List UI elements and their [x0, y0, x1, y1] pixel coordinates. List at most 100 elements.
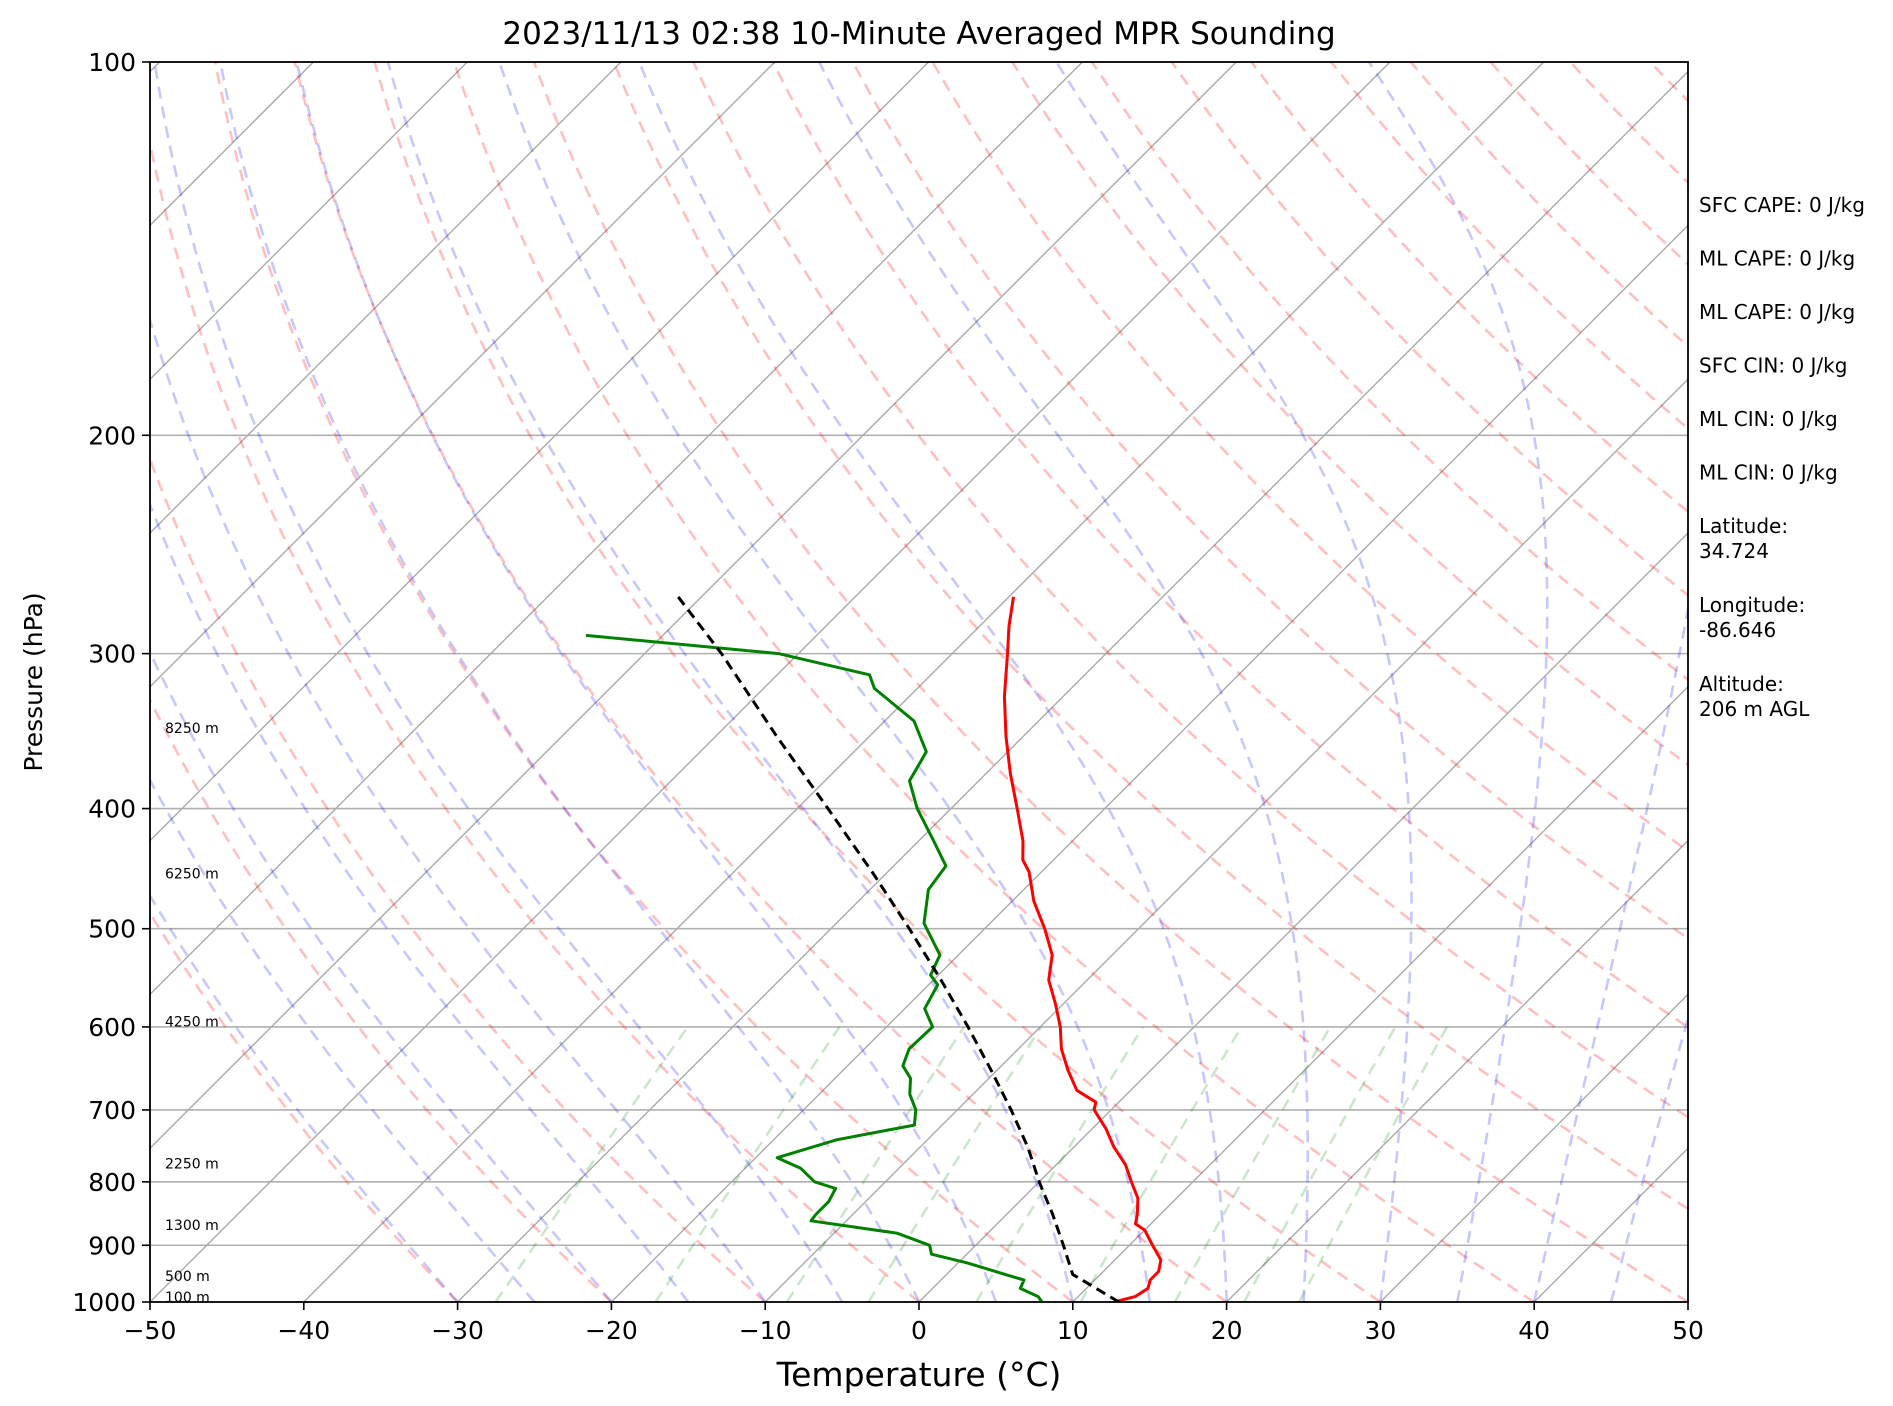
- info-panel-entry: Longitude: -86.646: [1699, 593, 1805, 642]
- x-axis-label: Temperature (°C): [776, 1355, 1062, 1394]
- mixing-ratio-line: [654, 1026, 841, 1302]
- mixing-ratio-line: [867, 1026, 1043, 1302]
- isotherm-line: [150, 62, 1237, 1150]
- isotherm-line: [150, 62, 622, 534]
- y-tick-label: 700: [88, 1096, 136, 1125]
- info-panel-entry: ML CAPE: 0 J/kg: [1699, 300, 1855, 324]
- info-panel-line: ML CAPE: 0 J/kg: [1699, 300, 1855, 324]
- x-tick-label: −50: [124, 1316, 177, 1345]
- y-tick-label: 600: [88, 1013, 136, 1042]
- moist-adiabat-line: [1367, 62, 1549, 1302]
- parcel-path-line: [677, 595, 1120, 1302]
- info-panel-line: 34.724: [1699, 539, 1769, 563]
- info-panel-line: Longitude:: [1699, 593, 1805, 617]
- isotherm-line: [303, 62, 1545, 1302]
- height-label: 4250 m: [165, 1014, 219, 1030]
- moist-adiabat-line: [295, 62, 998, 1302]
- isotherm-line: [150, 62, 1391, 1302]
- dry-adiabat-line: [373, 62, 1382, 1302]
- mixing-ratio-line: [785, 1026, 966, 1302]
- isotherm-line: [918, 532, 1688, 1302]
- dry-adiabat-line: [1330, 62, 1688, 431]
- info-panel-line: SFC CIN: 0 J/kg: [1699, 354, 1847, 378]
- y-tick-label: 300: [88, 640, 136, 669]
- mixing-ratio-line: [494, 1026, 689, 1302]
- dry-adiabat-line: [692, 62, 1688, 1119]
- x-tick-label: 20: [1211, 1316, 1243, 1345]
- dry-adiabat-line: [532, 62, 1688, 1302]
- dry-adiabat-line: [1409, 62, 1688, 348]
- x-tick-label: 0: [911, 1316, 927, 1345]
- isotherm-line: [610, 224, 1688, 1302]
- info-panel-line: -86.646: [1699, 618, 1776, 642]
- mixing-ratio-line: [1173, 1026, 1332, 1302]
- isotherm-line: [457, 70, 1688, 1302]
- x-tick-label: 50: [1672, 1316, 1704, 1345]
- temperature-line: [1002, 596, 1163, 1302]
- y-tick-label: 200: [88, 421, 136, 450]
- plot-frame: [149, 61, 1689, 1303]
- isotherm-line: [1379, 993, 1688, 1302]
- info-panel-line: SFC CAPE: 0 J/kg: [1699, 193, 1865, 217]
- x-tick-label: 10: [1057, 1316, 1089, 1345]
- x-tick-label: −10: [739, 1316, 792, 1345]
- moist-adiabat-line: [386, 62, 1075, 1302]
- info-panel: SFC CAPE: 0 J/kg ML CAPE: 0 J/kg ML CAPE: …: [1699, 193, 1865, 721]
- dry-adiabat-line: [150, 455, 767, 1302]
- x-tick-label: 30: [1364, 1316, 1396, 1345]
- moist-adiabat-line: [150, 501, 690, 1302]
- dry-adiabat-line: [771, 62, 1688, 1029]
- isotherm-line: [1072, 685, 1688, 1302]
- y-tick-label: 500: [88, 915, 136, 944]
- height-label: 6250 m: [165, 866, 219, 882]
- mixing-ratio-line: [1298, 1026, 1449, 1302]
- info-panel-entry: ML CIN: 0 J/kg: [1699, 407, 1838, 431]
- background-lines: [0, 62, 1688, 1302]
- moist-adiabat-line: [150, 893, 459, 1302]
- isotherm-line: [1226, 839, 1688, 1302]
- height-label: 8250 m: [165, 721, 219, 737]
- moist-adiabat-line: [817, 62, 1310, 1302]
- info-panel-line: ML CIN: 0 J/kg: [1699, 461, 1838, 485]
- moist-adiabat-line: [153, 62, 844, 1302]
- info-panel-line: ML CIN: 0 J/kg: [1699, 407, 1838, 431]
- isotherm-line: [0, 62, 6, 1302]
- profile-lines: [585, 595, 1163, 1302]
- info-panel-entry: ML CAPE: 0 J/kg: [1699, 247, 1855, 271]
- dry-adiabat-line: [1090, 62, 1688, 682]
- moist-adiabat-line: [219, 62, 921, 1302]
- height-labels: 100 m 500 m 1300 m 2250 m 4250 m 6250 m 8250 m: [165, 721, 219, 1306]
- dry-adiabat-line: [293, 62, 1228, 1302]
- chart-title: 2023/11/13 02:38 10-Minute Averaged MPR …: [502, 16, 1335, 52]
- dry-adiabat-line: [612, 62, 1688, 1211]
- dewpoint-line: [585, 633, 1044, 1302]
- dry-adiabat-line: [1170, 62, 1688, 597]
- dry-adiabat-line: [213, 62, 1074, 1302]
- moist-adiabat-line: [150, 315, 767, 1302]
- mixing-ratio-line: [1243, 1026, 1397, 1302]
- info-panel-line: 206 m AGL: [1699, 697, 1810, 721]
- x-tick-label: −20: [585, 1316, 638, 1345]
- info-panel-line: Altitude:: [1699, 672, 1784, 696]
- x-tick-label: −30: [431, 1316, 484, 1345]
- height-label: 2250 m: [165, 1157, 219, 1173]
- moist-adiabat-line: [498, 62, 1151, 1302]
- isotherm-line: [150, 62, 776, 688]
- mixing-ratio-line: [1079, 1026, 1243, 1302]
- isotherm-line: [764, 378, 1688, 1302]
- dry-adiabat-line: [150, 697, 613, 1302]
- y-tick-label: 1000: [72, 1288, 136, 1317]
- x-tick-label: −40: [277, 1316, 330, 1345]
- info-panel-entry: Altitude: 206 m AGL: [1699, 672, 1810, 721]
- y-tick-label: 400: [88, 795, 136, 824]
- height-label: 1300 m: [165, 1218, 219, 1234]
- dry-adiabat-line: [150, 910, 459, 1302]
- info-panel-entry: Latitude: 34.724: [1699, 514, 1788, 563]
- x-tick-label: 40: [1518, 1316, 1550, 1345]
- dry-adiabat-line: [150, 136, 920, 1302]
- x-axis-ticks: −50 −40 −30 −20 −10 0 10 20 30 40 50: [124, 1302, 1704, 1345]
- height-label: 100 m: [165, 1290, 210, 1306]
- isotherm-line: [150, 62, 930, 842]
- dry-adiabat-line: [452, 62, 1535, 1302]
